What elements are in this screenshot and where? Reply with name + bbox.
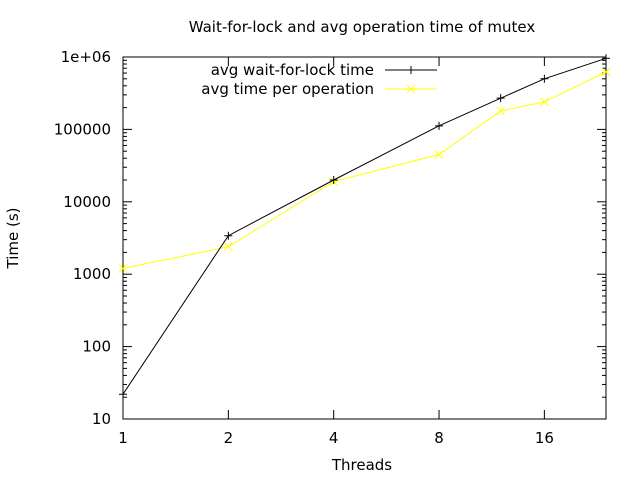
data-point xyxy=(118,264,128,273)
y-tick-label: 100000 xyxy=(54,120,111,138)
legend-label: avg time per operation xyxy=(201,80,374,98)
data-point xyxy=(119,390,127,399)
data-point xyxy=(496,106,506,116)
data-point xyxy=(407,66,415,74)
data-point xyxy=(224,231,233,240)
series-line xyxy=(122,57,607,395)
chart-title: Wait-for-lock and avg operation time of … xyxy=(189,18,536,36)
x-tick-label: 4 xyxy=(329,429,339,447)
y-tick-label: 10000 xyxy=(63,193,111,211)
data-point xyxy=(540,97,549,107)
data-point xyxy=(540,74,549,83)
x-tick-label: 1 xyxy=(118,429,128,447)
x-tick-label: 8 xyxy=(434,429,444,447)
y-axis-ticks: 10 100 1000 10000 100000 1e+06 xyxy=(54,48,606,428)
data-point xyxy=(406,84,416,94)
data-point xyxy=(434,150,444,159)
legend-label: avg wait-for-lock time xyxy=(211,61,374,79)
data-point xyxy=(329,176,338,185)
y-axis-label: Time (s) xyxy=(4,208,22,270)
y-tick-label: 1e+06 xyxy=(61,48,111,66)
y-tick-label: 1000 xyxy=(73,265,111,283)
series-line xyxy=(122,71,607,269)
data-point xyxy=(602,54,610,63)
data-point xyxy=(496,94,505,103)
x-tick-label: 2 xyxy=(224,429,234,447)
y-axis-label-group: Time (s) xyxy=(4,208,22,270)
data-point xyxy=(223,242,233,252)
y-tick-label: 100 xyxy=(82,338,111,356)
x-tick-label: 16 xyxy=(535,429,554,447)
x-axis-label: Threads xyxy=(331,456,392,474)
plot-frame xyxy=(122,56,607,420)
x-axis-ticks: 1 2 4 8 16 xyxy=(118,57,554,447)
data-point xyxy=(435,121,444,130)
data-point xyxy=(601,67,611,77)
series-layer xyxy=(118,54,611,399)
y-tick-label: 10 xyxy=(92,410,111,428)
